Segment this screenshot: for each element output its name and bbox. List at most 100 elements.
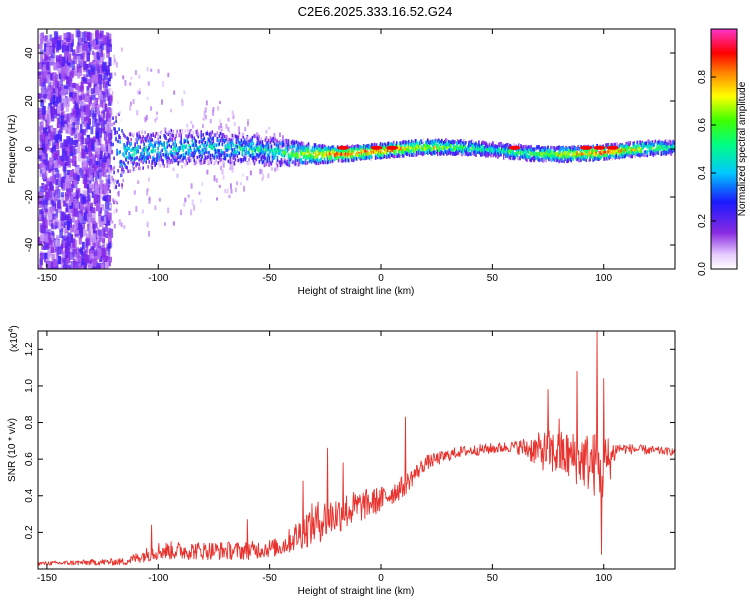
spectrogram-cell	[606, 150, 608, 155]
spectrogram-cell	[130, 148, 132, 152]
spectrogram-cell	[55, 208, 59, 218]
spectrogram-cell	[569, 148, 571, 153]
spectrogram-cell	[134, 168, 136, 172]
spectrogram-cell	[238, 151, 241, 155]
spectrogram-cell	[129, 105, 132, 111]
spectrogram-cell	[285, 145, 288, 150]
spectrogram-cell	[91, 191, 95, 198]
spectrogram-cell	[216, 155, 219, 159]
spectrogram-cell	[65, 251, 69, 258]
spectrogram-cell	[63, 150, 68, 161]
spectrogram-cell	[120, 118, 122, 122]
spectrogram-cell	[138, 162, 140, 167]
spectrogram-cell	[80, 200, 85, 211]
spectrogram-cell	[488, 143, 490, 148]
spectrogram-cell	[39, 32, 44, 40]
spectrogram-cell	[46, 141, 50, 151]
spectrogram-cell	[118, 134, 120, 138]
spectrogram-cell	[487, 147, 489, 151]
spectrogram-cell	[91, 50, 95, 56]
spectrogram-cell	[318, 159, 321, 163]
spectrogram-cell	[269, 149, 272, 153]
spectrogram-cell	[286, 149, 289, 153]
spectrogram-cell	[630, 154, 633, 159]
spectrogram-cell	[352, 147, 355, 151]
spectrogram-cell	[351, 148, 354, 152]
spectrogram-cell	[41, 144, 45, 152]
spectrogram-cell	[133, 149, 135, 153]
spectrogram-cell	[100, 113, 104, 118]
spectrogram-cell	[639, 141, 642, 145]
spectrogram-cell	[404, 140, 407, 144]
spectrogram-cell	[146, 135, 148, 139]
spectrogram-cell	[106, 50, 111, 58]
spectrogram-cell	[322, 153, 325, 157]
spectrogram-cell	[87, 207, 92, 217]
spectrogram-cell	[165, 150, 167, 154]
spectrogram-cell	[154, 162, 156, 167]
spectrogram-cell	[474, 142, 476, 147]
spectrogram-cell	[187, 149, 190, 153]
spectrogram-cell	[131, 165, 134, 172]
spectrogram-cell	[190, 120, 193, 124]
spectrogram-cell	[262, 144, 265, 148]
spectrogram-cell	[392, 140, 395, 145]
spectrogram-cell	[147, 138, 149, 143]
spectrogram-cell	[59, 56, 63, 65]
spectrogram-cell	[379, 150, 382, 155]
spectrogram-cell	[147, 81, 150, 86]
spectrogram-cell	[202, 138, 205, 142]
spectrogram-cell	[84, 93, 89, 102]
spectrogram-cell	[87, 63, 91, 68]
spectrogram-cell	[67, 123, 72, 128]
spectrogram-cell	[514, 152, 516, 156]
spectrogram-cell	[594, 152, 596, 157]
spectrogram-cell	[143, 152, 145, 156]
spectrogram-cell	[55, 239, 60, 247]
spectrogram-cell	[198, 146, 201, 150]
spectrogram-cell	[102, 61, 107, 72]
spectrogram-cell	[275, 148, 278, 153]
spectrogram-cell	[529, 155, 531, 160]
spectrogram-cell	[66, 169, 70, 175]
spectrogram-cell	[511, 157, 513, 161]
spectrogram-cell	[100, 99, 104, 107]
spectrogram-cell	[57, 189, 61, 199]
spectrogram-cell	[503, 156, 505, 160]
spectrogram-cell	[485, 143, 487, 147]
spectrogram-cell	[62, 98, 67, 108]
spectrogram-cell	[592, 150, 594, 154]
spectrogram-cell	[349, 149, 352, 154]
spectrogram-cell	[145, 160, 147, 164]
spectrogram-cell	[163, 141, 165, 145]
spectrogram-cell	[564, 150, 566, 155]
spectrogram-cell	[52, 73, 56, 80]
spectrogram-cell	[217, 153, 220, 158]
spectrogram-cell	[193, 161, 196, 166]
spectrogram-cell	[116, 112, 118, 117]
spectrogram-cell	[612, 149, 615, 154]
spectrogram-cell	[266, 141, 269, 145]
spectrogram-cell	[437, 145, 439, 150]
spectrogram-cell	[287, 146, 290, 152]
spectrogram-cell	[323, 145, 326, 149]
spectrogram-cell	[510, 155, 512, 159]
spectrogram-cell	[283, 159, 286, 164]
spectrogram-cell	[219, 131, 222, 136]
spectrogram-cell	[337, 156, 340, 161]
spectrogram-cell	[186, 139, 189, 144]
spectrogram-cell	[42, 199, 48, 204]
spectrogram-cell	[348, 146, 351, 150]
spectrogram-cell	[193, 136, 196, 141]
spectrogram-cell	[507, 143, 509, 147]
spectrogram-cell	[63, 139, 68, 147]
spectrogram-cell	[132, 133, 134, 138]
spectrogram-cell	[364, 149, 367, 154]
spectrogram-cell	[150, 136, 152, 141]
spectrogram-cell	[550, 145, 552, 150]
spectrogram-cell	[595, 147, 597, 152]
spectrogram-cell	[264, 138, 267, 142]
spectrogram-cell	[265, 162, 268, 167]
spectrogram-cell	[114, 127, 116, 131]
spectrogram-cell	[101, 184, 105, 194]
